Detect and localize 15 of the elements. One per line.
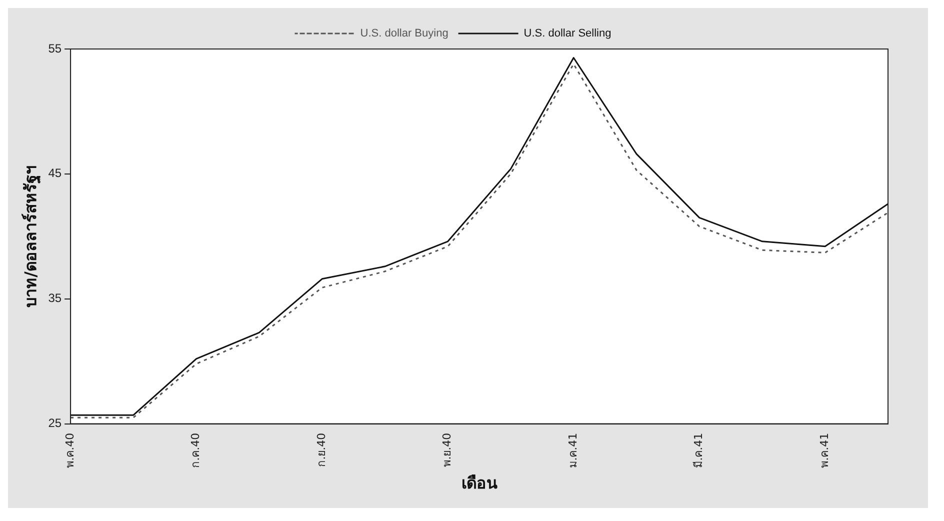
x-tick-label: ก.ย.40 [314, 432, 328, 467]
x-axis-title: เดือน [461, 474, 498, 493]
y-tick-label: 25 [48, 416, 62, 430]
y-tick-label: 35 [48, 291, 62, 306]
x-tick-label: พ.ค.41 [818, 432, 831, 468]
y-axis-title: บาท/ดอลลาร์สหรัฐฯ [20, 165, 41, 308]
x-tick-label: ก.ค.40 [189, 432, 202, 468]
y-tick-label: 45 [48, 166, 62, 180]
y-tick-label: 55 [48, 41, 62, 56]
x-tick-label: ม.ค.41 [566, 432, 580, 468]
x-tick-label: พ.ย.40 [440, 432, 454, 467]
x-tick-label: พ.ค.40 [63, 432, 76, 468]
text: U.S. dollar Buying [360, 28, 448, 40]
x-tick-label: มี.ค.41 [692, 432, 706, 468]
text: U.S. dollar Selling [524, 28, 612, 40]
